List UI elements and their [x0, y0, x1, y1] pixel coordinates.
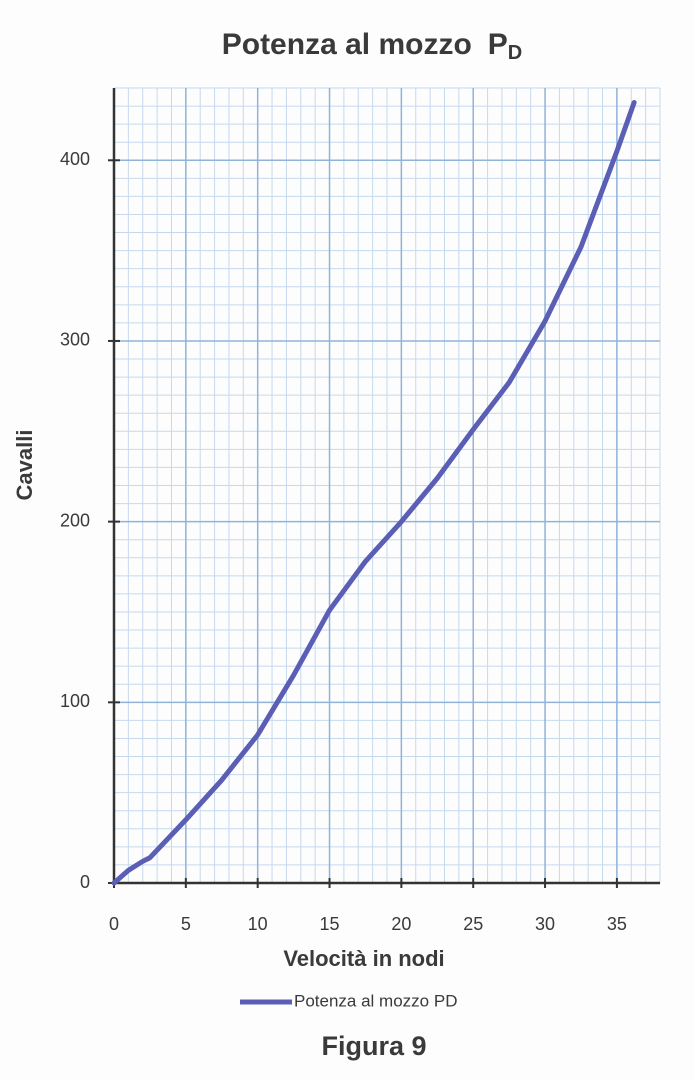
data-line	[111, 99, 637, 886]
x-tick-label: 20	[391, 914, 411, 934]
x-tick-label: 25	[463, 914, 483, 934]
x-tick-label: 35	[607, 914, 627, 934]
title-subscript: D	[508, 42, 522, 64]
y-axis-title: Cavalli	[12, 430, 37, 501]
x-tick-label: 0	[109, 914, 119, 934]
x-axis-title: Velocità in nodi	[283, 946, 444, 971]
y-tick-label: 0	[80, 872, 90, 892]
x-tick-label: 30	[535, 914, 555, 934]
x-tick-label: 10	[248, 914, 268, 934]
chart-title-group: Potenza al mozzo PD	[222, 28, 523, 64]
chart-title: Potenza al mozzo	[222, 28, 472, 61]
figure-caption: Figura 9	[321, 1031, 426, 1061]
x-tick-label: 15	[320, 914, 340, 934]
legend-label: Potenza al mozzo PD	[294, 991, 457, 1010]
y-tick-label: 300	[60, 330, 90, 350]
y-tick-label: 400	[60, 149, 90, 169]
y-tick-label: 100	[60, 691, 90, 711]
x-tick-label: 5	[181, 914, 191, 934]
y-tick-label: 200	[60, 510, 90, 530]
title-symbol: P	[488, 28, 508, 61]
